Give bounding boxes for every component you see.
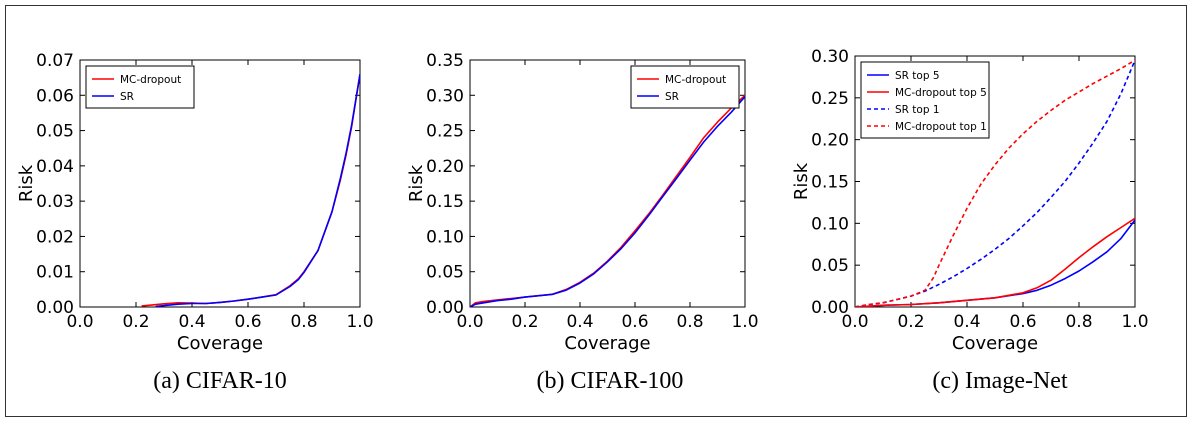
x-tick-label: 0.8 [676, 312, 703, 332]
x-tick-label: 0.0 [456, 312, 483, 332]
y-tick-label: 0.02 [36, 227, 74, 247]
series-line-mc-dropout [470, 94, 745, 307]
series-line-sr-top-1 [855, 59, 1135, 307]
series-line-mc-dropout-top-1 [855, 59, 1135, 307]
x-tick-label: 0.2 [897, 312, 924, 332]
y-tick-label: 0.07 [36, 51, 74, 71]
x-tick-label: 0.4 [178, 312, 205, 332]
legend-label: MC-dropout [120, 74, 181, 86]
y-tick-label: 0.25 [811, 89, 849, 109]
y-tick-label: 0.03 [36, 192, 74, 212]
caption-imagenet: (c) Image-Net [932, 368, 1068, 394]
y-tick-label: 0.01 [36, 263, 74, 283]
y-tick-label: 0.20 [426, 157, 464, 177]
series-line-sr [470, 96, 745, 307]
y-axis-label: Risk [16, 164, 37, 202]
y-tick-label: 0.05 [426, 263, 464, 283]
x-tick-label: 1.0 [731, 312, 758, 332]
y-tick-label: 0.25 [426, 122, 464, 142]
series-line-sr [155, 73, 360, 307]
y-tick-label: 0.06 [36, 86, 74, 106]
y-tick-label: 0.15 [426, 192, 464, 212]
figure-frame [5, 5, 1187, 417]
x-tick-label: 0.4 [566, 312, 593, 332]
x-axis-label: Coverage [177, 333, 263, 354]
series-line-mc-dropout [141, 73, 360, 307]
legend-box [85, 65, 195, 109]
series-line-mc-dropout-top-5 [855, 217, 1135, 307]
x-tick-label: 1.0 [346, 312, 373, 332]
y-tick-label: 0.00 [36, 298, 74, 318]
y-axis-label: Risk [791, 162, 812, 200]
x-tick-label: 0.4 [953, 312, 980, 332]
x-tick-label: 1.0 [1121, 312, 1148, 332]
y-tick-label: 0.35 [426, 51, 464, 71]
x-tick-label: 0.2 [511, 312, 538, 332]
chart-cifar10: 0.0 0.2 0.4 0.6 0.8 1.0 0.00 0.01 0.02 0.03 0.04 0.… [16, 51, 374, 354]
chart-imagenet: 0.0 0.2 0.4 0.6 0.8 1.0 0.00 0.05 0.10 0.15 0.20 0.… [791, 47, 1149, 354]
x-tick-label: 0.2 [122, 312, 149, 332]
y-tick-label: 0.30 [426, 86, 464, 106]
plot-area [79, 59, 361, 308]
legend-label: SR top 5 [895, 70, 940, 82]
chart-cifar100: 0.0 0.2 0.4 0.6 0.8 1.0 0.00 0.05 0.10 0.15 0.20 0.… [406, 51, 759, 354]
y-tick-label: 0.05 [36, 122, 74, 142]
y-axis-label: Risk [406, 164, 427, 202]
x-tick-label: 0.6 [621, 312, 648, 332]
y-tick-label: 0.04 [36, 157, 74, 177]
legend-label: SR top 1 [895, 104, 940, 116]
legend-label: MC-dropout [665, 74, 726, 86]
y-tick-label: 0.00 [811, 298, 849, 318]
legend-label: MC-dropout top 5 [895, 87, 987, 99]
y-tick-label: 0.15 [811, 173, 849, 193]
legend-box [630, 65, 740, 109]
y-tick-label: 0.30 [811, 47, 849, 67]
legend: MC-dropout SR [85, 65, 195, 109]
series-line-sr-top-5 [855, 219, 1135, 307]
legend: MC-dropout SR [630, 65, 740, 109]
x-axis-label: Coverage [952, 333, 1038, 354]
y-tick-label: 0.05 [811, 256, 849, 276]
y-tick-label: 0.10 [426, 227, 464, 247]
y-tick-label: 0.00 [426, 298, 464, 318]
legend-label: SR [120, 91, 134, 103]
x-tick-label: 0.6 [234, 312, 261, 332]
x-axis-label: Coverage [564, 333, 650, 354]
x-tick-label: 0.8 [290, 312, 317, 332]
caption-cifar10: (a) CIFAR-10 [153, 368, 287, 394]
x-tick-label: 0.0 [66, 312, 93, 332]
caption-cifar100: (b) CIFAR-100 [536, 368, 684, 394]
legend: SR top 5 MC-dropout top 5 SR top 1 MC-dropo… [860, 61, 990, 139]
legend-label: MC-dropout top 1 [895, 121, 987, 133]
y-tick-label: 0.10 [811, 214, 849, 234]
x-tick-label: 0.8 [1065, 312, 1092, 332]
plot-area [469, 59, 746, 308]
x-tick-label: 0.0 [841, 312, 868, 332]
x-tick-label: 0.6 [1009, 312, 1036, 332]
legend-label: SR [665, 91, 679, 103]
y-tick-label: 0.20 [811, 131, 849, 151]
